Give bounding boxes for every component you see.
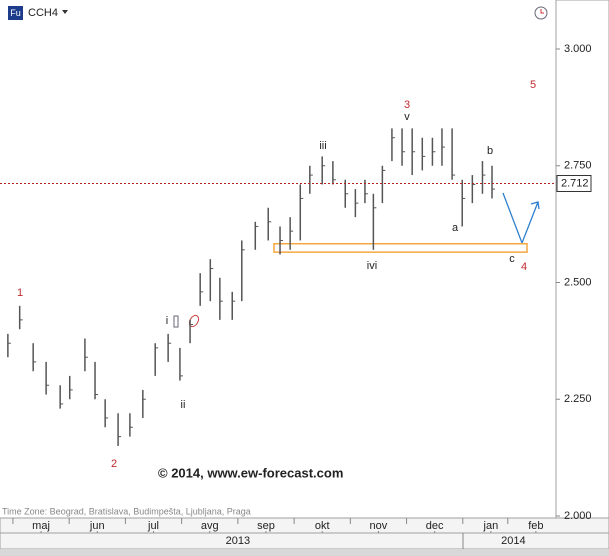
y-tick-label: 3.000 <box>564 43 592 55</box>
wave-label: 2 <box>111 458 117 470</box>
y-tick-label: 2.750 <box>564 160 592 172</box>
x-tick-label: avg <box>201 520 219 532</box>
y-tick-label: 2.000 <box>564 510 592 522</box>
wave-label: c <box>509 253 515 265</box>
marker-icon <box>173 315 179 328</box>
wave-label: 4 <box>521 261 527 273</box>
wave-label: a <box>452 222 459 234</box>
wave-label: ii <box>181 399 186 411</box>
last-price-label: 2.712 <box>561 177 589 189</box>
x-tick-label: dec <box>426 520 444 532</box>
clock-hand <box>540 9 544 14</box>
y-tick-label: 2.250 <box>564 393 592 405</box>
x-tick-label: sep <box>257 520 275 532</box>
year-label: 2013 <box>226 535 250 547</box>
x-tick-label: feb <box>528 520 543 532</box>
symbol-icon-box <box>8 6 23 20</box>
symbol[interactable]: CCH4 <box>28 7 58 19</box>
x-tick-label: okt <box>315 520 330 532</box>
price-axis-panel <box>555 0 609 519</box>
wave-label: ivi <box>367 260 377 272</box>
symbol-icon: Fu <box>10 8 21 18</box>
y-tick-label: 2.500 <box>564 276 592 288</box>
x-tick-label: jul <box>147 520 159 532</box>
x-tick-label: jan <box>483 520 499 532</box>
last-price-box <box>556 174 592 192</box>
symbol-dropdown[interactable] <box>62 10 68 14</box>
wave-label: v <box>404 111 410 123</box>
wave-label: 5 <box>530 79 536 91</box>
support-zone <box>273 242 528 253</box>
x-tick-label: nov <box>370 520 388 532</box>
x-tick-label: maj <box>32 520 50 532</box>
wave-label: i <box>166 315 168 327</box>
marker-ellipse <box>188 314 200 328</box>
wave-label: b <box>487 145 493 157</box>
x-tick-label: jun <box>89 520 105 532</box>
time-zone: Time Zone: Beograd, Bratislava, Budimpeš… <box>2 506 251 516</box>
wave-label: 1 <box>17 287 23 299</box>
wave-label: iii <box>319 140 326 152</box>
year-label: 2014 <box>501 535 525 547</box>
wave-label: 3 <box>404 99 410 111</box>
copyright: © 2014, www.ew-forecast.com <box>158 465 343 480</box>
status-bar <box>0 549 609 556</box>
